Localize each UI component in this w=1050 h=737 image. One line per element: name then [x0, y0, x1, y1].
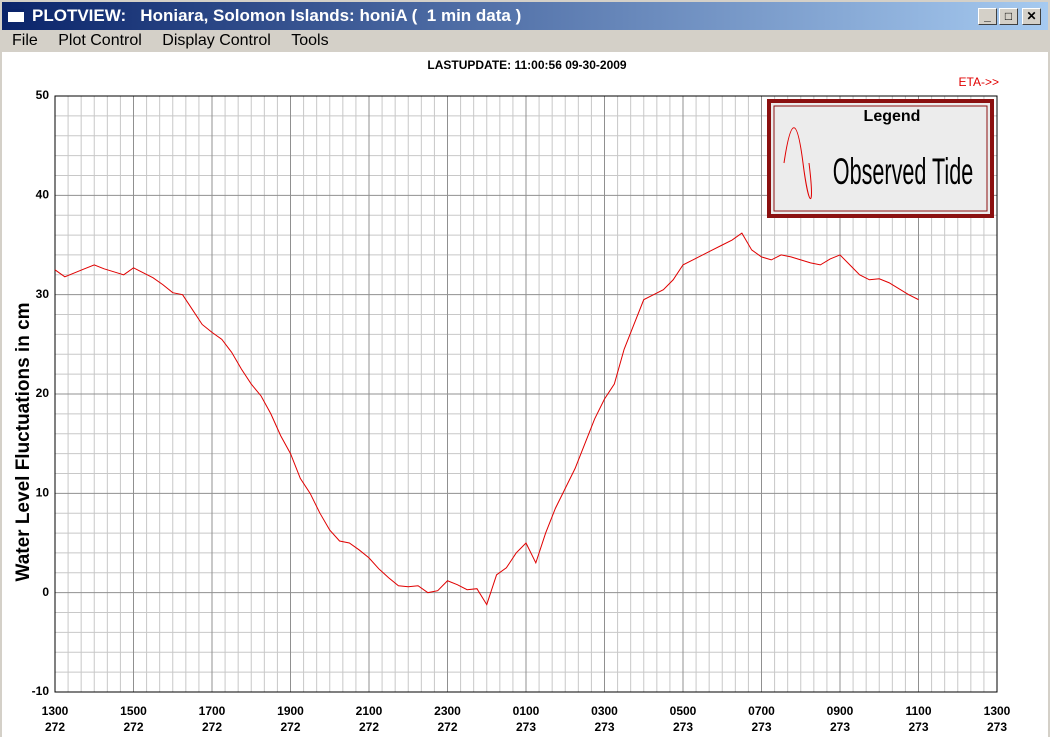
x-tick-day-label: 272: [280, 720, 300, 734]
x-tick-label: 0500: [670, 704, 697, 718]
minimize-button[interactable]: _: [978, 8, 997, 25]
x-tick-day-label: 272: [123, 720, 143, 734]
close-button[interactable]: ✕: [1022, 8, 1041, 25]
x-tick-label: 1300: [42, 704, 69, 718]
y-axis-label: Water Level Fluctuations in cm: [13, 302, 34, 581]
x-tick-day-label: 273: [751, 720, 771, 734]
x-tick-label: 1500: [120, 704, 147, 718]
x-tick-label: 1900: [277, 704, 304, 718]
x-tick-label: 2300: [434, 704, 461, 718]
menu-item[interactable]: File: [12, 32, 38, 49]
x-tick-label: 1700: [199, 704, 226, 718]
menu-bar: File Plot Control Display Control Tools: [2, 30, 1048, 52]
legend-box: [767, 99, 994, 218]
legend: Legend Observed Tide: [767, 99, 994, 218]
x-tick-day-label: 272: [437, 720, 457, 734]
x-tick-day-label: 273: [908, 720, 928, 734]
y-tick-label: 10: [36, 486, 50, 500]
menu-item[interactable]: Display Control: [162, 32, 271, 49]
x-tick-day-label: 273: [516, 720, 536, 734]
y-tick-label: 40: [36, 188, 50, 202]
x-tick-label: 1300: [984, 704, 1011, 718]
menu-item[interactable]: Tools: [291, 32, 329, 49]
y-tick-label: 30: [36, 287, 50, 301]
plot-frame: [54, 95, 998, 693]
x-tick-label: 1100: [905, 704, 931, 718]
legend-title: Legend: [864, 108, 921, 125]
x-tick-label: 0900: [827, 704, 854, 718]
x-tick-day-label: 272: [202, 720, 222, 734]
chart: LASTUPDATE: 11:00:56 09-30-2009 ETA->> W…: [2, 52, 1048, 737]
x-tick-day-label: 272: [359, 720, 379, 734]
x-tick-day-label: 273: [830, 720, 850, 734]
maximize-button[interactable]: □: [999, 8, 1018, 25]
data-line: [54, 232, 919, 606]
y-tick-label: 0: [42, 585, 49, 599]
chart-title: LASTUPDATE: 11:00:56 09-30-2009: [427, 58, 627, 72]
legend-swatch: [783, 127, 812, 199]
x-tick-label: 0100: [513, 704, 540, 718]
x-tick-day-label: 273: [594, 720, 614, 734]
x-tick-day-label: 273: [673, 720, 693, 734]
menu-item[interactable]: Plot Control: [58, 32, 142, 49]
y-tick-label: 50: [36, 88, 50, 102]
y-tick-label: 20: [36, 386, 50, 400]
annotation: ETA->>: [959, 75, 999, 89]
x-tick-label: 0300: [591, 704, 618, 718]
x-tick-label: 2100: [356, 704, 383, 718]
legend-label: Observed Tide: [833, 151, 973, 193]
title-bar: PLOTVIEW: Honiara, Solomon Islands: honi…: [2, 2, 1048, 30]
app-icon: [8, 9, 24, 22]
y-tick-label: -10: [32, 684, 50, 698]
legend-inner: [773, 105, 988, 212]
x-tick-day-label: 272: [45, 720, 65, 734]
x-tick-label: 0700: [748, 704, 775, 718]
window-title: PLOTVIEW: Honiara, Solomon Islands: honi…: [32, 6, 522, 25]
x-tick-day-label: 273: [987, 720, 1007, 734]
